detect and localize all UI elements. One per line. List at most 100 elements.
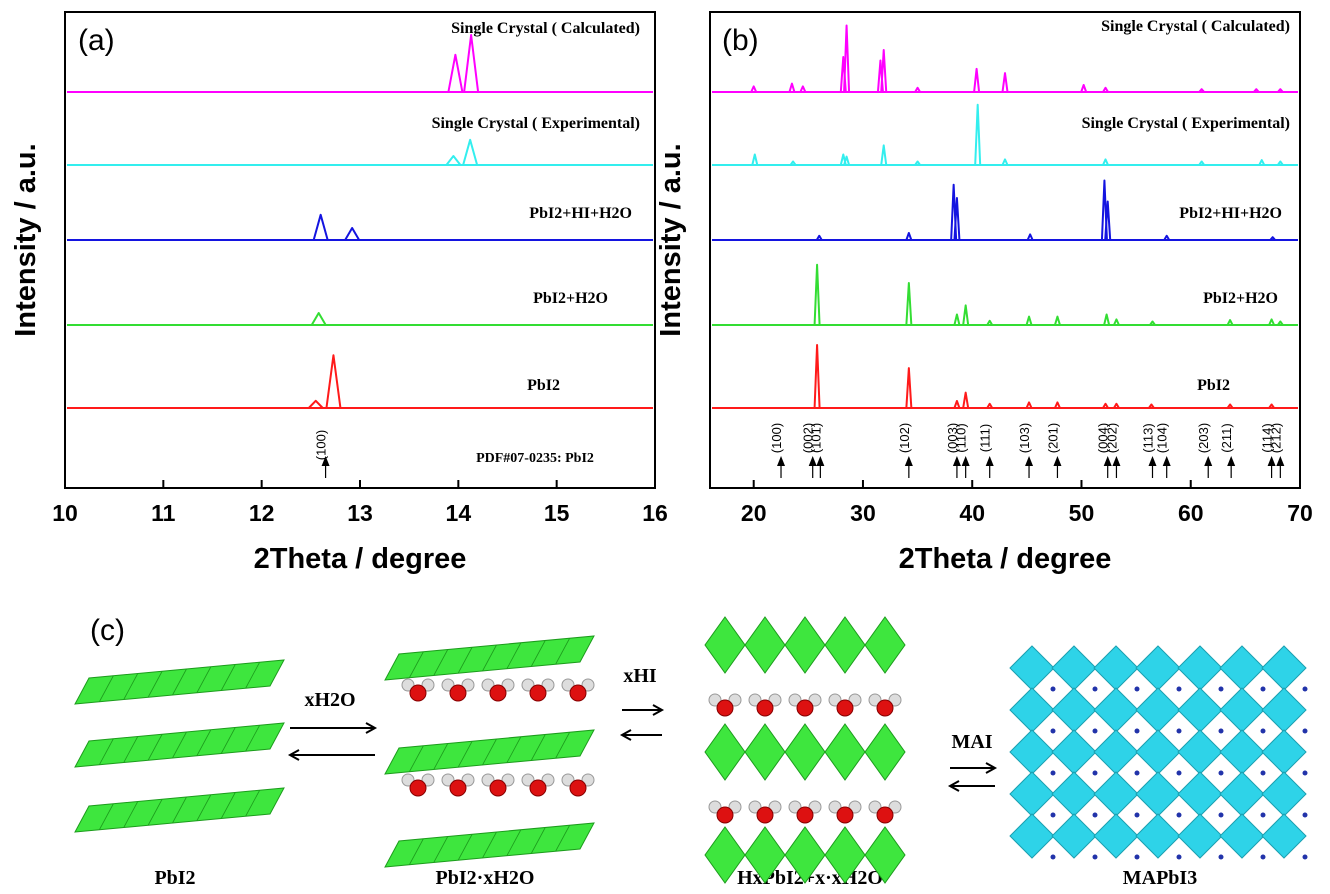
peak xyxy=(1001,72,1009,93)
atom-h xyxy=(868,693,882,707)
atom-o xyxy=(836,806,854,824)
peak xyxy=(880,144,888,166)
x-tick-label: 30 xyxy=(850,500,876,526)
atom-h xyxy=(421,773,435,787)
x-tick-label: 40 xyxy=(959,500,985,526)
layer-edge xyxy=(457,647,473,674)
octahedron xyxy=(1009,645,1055,691)
arrow-head xyxy=(777,456,786,466)
reference-label: (203) xyxy=(1196,423,1211,453)
layer-edge xyxy=(172,731,187,759)
octahedron xyxy=(704,826,746,884)
octahedron xyxy=(1009,813,1055,859)
atom-h xyxy=(501,773,515,787)
x-axis-title: 2Theta / degree xyxy=(899,543,1112,575)
arrow-head xyxy=(1103,456,1112,466)
atom-h xyxy=(728,800,742,814)
octahedron xyxy=(1219,729,1265,775)
atom-h xyxy=(501,678,515,692)
arrow-head xyxy=(1112,456,1121,466)
atom-h xyxy=(868,800,882,814)
reference-label: (114) xyxy=(1260,423,1275,452)
atom-h xyxy=(848,693,862,707)
atom-h xyxy=(728,693,742,707)
arrow-head xyxy=(321,456,330,466)
peak xyxy=(462,138,479,166)
layer-edge xyxy=(457,741,473,768)
octahedron xyxy=(744,616,786,674)
layer-edge xyxy=(482,738,497,766)
octahedron xyxy=(1093,687,1139,733)
reference-label: (100) xyxy=(314,430,329,460)
arrow-head xyxy=(1227,456,1236,466)
x-tick-label: 12 xyxy=(249,500,275,526)
reference-label: (111) xyxy=(978,424,993,452)
cation xyxy=(1260,854,1266,860)
atom-o xyxy=(756,699,774,717)
arrow-label: xH2O xyxy=(304,689,355,711)
atom-h xyxy=(421,678,435,692)
octahedron xyxy=(824,723,866,781)
cation xyxy=(1260,728,1266,734)
layer-edge xyxy=(99,675,114,702)
octahedron xyxy=(1261,771,1307,817)
peak xyxy=(843,155,851,166)
octahedron xyxy=(1051,729,1097,775)
atom-h xyxy=(888,693,902,707)
octahedron xyxy=(1093,813,1139,859)
octahedron xyxy=(1135,687,1181,733)
peak xyxy=(962,304,970,326)
cation xyxy=(1302,686,1308,692)
layer-edge xyxy=(482,644,497,672)
reference-title: PDF#07-0235: PbI2 xyxy=(476,451,594,466)
peak xyxy=(953,197,961,241)
layer-edge xyxy=(482,831,497,859)
peak xyxy=(1104,200,1112,241)
arrow-head xyxy=(1204,456,1213,466)
layer-edge xyxy=(99,803,114,830)
peak xyxy=(1253,88,1260,93)
peak xyxy=(1080,84,1088,93)
peak xyxy=(905,232,913,241)
layer-edge xyxy=(457,834,473,861)
layer-edge xyxy=(245,790,260,817)
layer-edge xyxy=(555,732,570,759)
octahedron xyxy=(1135,645,1181,691)
arrow-head xyxy=(1025,456,1034,466)
cation xyxy=(1260,770,1266,776)
cation xyxy=(1092,812,1098,818)
peak xyxy=(914,160,921,166)
atom-h xyxy=(788,693,802,707)
octahedron xyxy=(744,826,786,884)
peak xyxy=(1149,320,1156,326)
peak xyxy=(1268,403,1275,409)
series-label: Single Crystal ( Experimental) xyxy=(1082,115,1290,132)
cation xyxy=(1092,728,1098,734)
arrow-head xyxy=(808,456,817,466)
reference-label: (104) xyxy=(1155,423,1170,453)
peak xyxy=(799,85,807,93)
x-axis-title: 2Theta / degree xyxy=(254,543,467,575)
octahedron xyxy=(1135,729,1181,775)
octahedron xyxy=(1093,729,1139,775)
peak xyxy=(986,319,994,326)
arrow xyxy=(947,780,995,792)
atom-h xyxy=(788,800,802,814)
peak xyxy=(986,402,994,409)
cation xyxy=(1302,770,1308,776)
peak xyxy=(962,391,970,409)
cation xyxy=(1302,854,1308,860)
atom-h xyxy=(888,800,902,814)
layer-edge xyxy=(123,801,139,828)
layer-edge xyxy=(555,825,570,852)
atom-o xyxy=(796,699,814,717)
peak xyxy=(905,282,913,326)
reference-label: (102) xyxy=(897,423,912,453)
atom-o xyxy=(876,806,894,824)
layer-edge xyxy=(409,651,424,678)
layer-edge xyxy=(172,796,187,824)
layer-edge xyxy=(409,838,424,865)
x-tick-label: 70 xyxy=(1287,500,1313,526)
peak xyxy=(1226,403,1234,409)
octahedron xyxy=(704,723,746,781)
